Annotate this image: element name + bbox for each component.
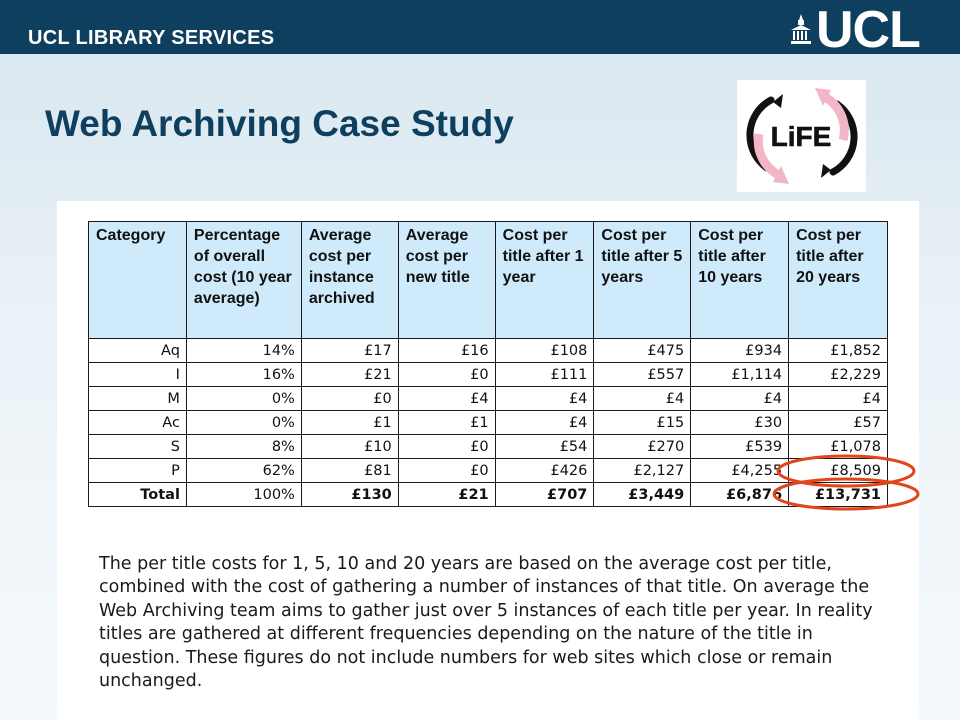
table-cell: £6,876: [690, 482, 790, 507]
table-cell: £0: [300, 386, 399, 411]
table-cell: £130: [300, 482, 399, 507]
explanatory-note: The per title costs for 1, 5, 10 and 20 …: [99, 553, 873, 692]
table-cell: £3,449: [593, 482, 692, 507]
table-row: S 8% £10 £0 £54 £270 £539 £1,078: [88, 434, 888, 459]
header-cost-per-instance: Average cost per instance archived: [300, 221, 399, 339]
table-cell: £8,509: [788, 458, 888, 483]
table-cell: S: [88, 434, 187, 459]
table-cell: £475: [593, 338, 692, 363]
table-cell: £1: [300, 410, 399, 435]
table-row: M 0% £0 £4 £4 £4 £4 £4: [88, 386, 888, 411]
table-cell: £539: [690, 434, 790, 459]
table-cell: 62%: [185, 458, 302, 483]
total-label: Total: [140, 486, 180, 503]
table-cell: £4: [690, 386, 790, 411]
table-cell: £111: [494, 362, 595, 387]
table-cell: £108: [494, 338, 595, 363]
table-cell: £10: [300, 434, 399, 459]
table-cell: £21: [397, 482, 496, 507]
table-cell: £2,229: [788, 362, 888, 387]
portico-icon: [791, 14, 811, 44]
table-row: P 62% £81 £0 £426 £2,127 £4,255 £8,509: [88, 458, 888, 483]
brand-label: UCL LIBRARY SERVICES: [28, 27, 275, 49]
ucl-logo: UCL: [790, 1, 921, 59]
table-cell: £4: [397, 386, 496, 411]
table-cell: £0: [397, 434, 496, 459]
cost-table: Category Percentage of overall cost (10 …: [88, 221, 888, 507]
life-logo-text: LiFE: [771, 121, 832, 152]
table-header-row: Category Percentage of overall cost (10 …: [88, 221, 888, 339]
table-cell: £15: [593, 410, 692, 435]
table-row: Ac 0% £1 £1 £4 £15 £30 £57: [88, 410, 888, 435]
table-cell: £54: [494, 434, 595, 459]
ucl-logo-text: UCL: [816, 1, 921, 59]
table-cell: £1,852: [788, 338, 888, 363]
table-cell: £16: [397, 338, 496, 363]
table-cell: Aq: [88, 338, 187, 363]
table-cell: £1,114: [690, 362, 790, 387]
table-cell: £4,255: [690, 458, 790, 483]
table-cell: 8%: [185, 434, 302, 459]
table-cell: 0%: [185, 386, 302, 411]
header-percentage: Percentage of overall cost (10 year aver…: [185, 221, 302, 339]
table-cell: £1: [397, 410, 496, 435]
slide-title: Web Archiving Case Study: [45, 103, 514, 144]
table-row: I 16% £21 £0 £111 £557 £1,114 £2,229: [88, 362, 888, 387]
table-cell: £13,731: [788, 482, 888, 507]
table-cell: £4: [494, 386, 595, 411]
life-logo-icon: LiFE: [746, 88, 858, 184]
table-cell: £426: [494, 458, 595, 483]
table-cell: £4: [494, 410, 595, 435]
table-cell: 16%: [185, 362, 302, 387]
header-cost-10-years: Cost per title after 10 years: [690, 221, 790, 339]
table-row: Aq 14% £17 £16 £108 £475 £934 £1,852: [88, 338, 888, 363]
table-cell: £0: [397, 458, 496, 483]
table-cell: P: [88, 458, 187, 483]
table-cell: I: [88, 362, 187, 387]
header-bar: UCL LIBRARY SERVICES UCL: [0, 0, 960, 59]
table-cell: £934: [690, 338, 790, 363]
table-cell: £81: [300, 458, 399, 483]
header-category: Category: [88, 221, 187, 339]
table-cell: £17: [300, 338, 399, 363]
table-cell: £1,078: [788, 434, 888, 459]
table-cell: £557: [593, 362, 692, 387]
table-cell: 100%: [185, 482, 302, 507]
life-logo: LiFE: [737, 80, 866, 192]
table-cell: £4: [788, 386, 888, 411]
table-cell: £0: [397, 362, 496, 387]
table-cell: £270: [593, 434, 692, 459]
table-cell: £2,127: [593, 458, 692, 483]
table-cell: £4: [593, 386, 692, 411]
table-cell: £30: [690, 410, 790, 435]
table-cell: £707: [494, 482, 595, 507]
table-cell: M: [88, 386, 187, 411]
header-cost-20-years: Cost per title after 20 years: [788, 221, 888, 339]
table-cell: £21: [300, 362, 399, 387]
header-cost-1-year: Cost per title after 1 year: [494, 221, 595, 339]
table-total-row: Total 100% £130 £21 £707 £3,449 £6,876 £…: [88, 482, 888, 507]
header-cost-per-new-title: Average cost per new title: [397, 221, 496, 339]
header-cost-5-years: Cost per title after 5 years: [593, 221, 692, 339]
table-cell: 0%: [185, 410, 302, 435]
table-cell: £57: [788, 410, 888, 435]
table-cell: Ac: [88, 410, 187, 435]
table-cell: 14%: [185, 338, 302, 363]
